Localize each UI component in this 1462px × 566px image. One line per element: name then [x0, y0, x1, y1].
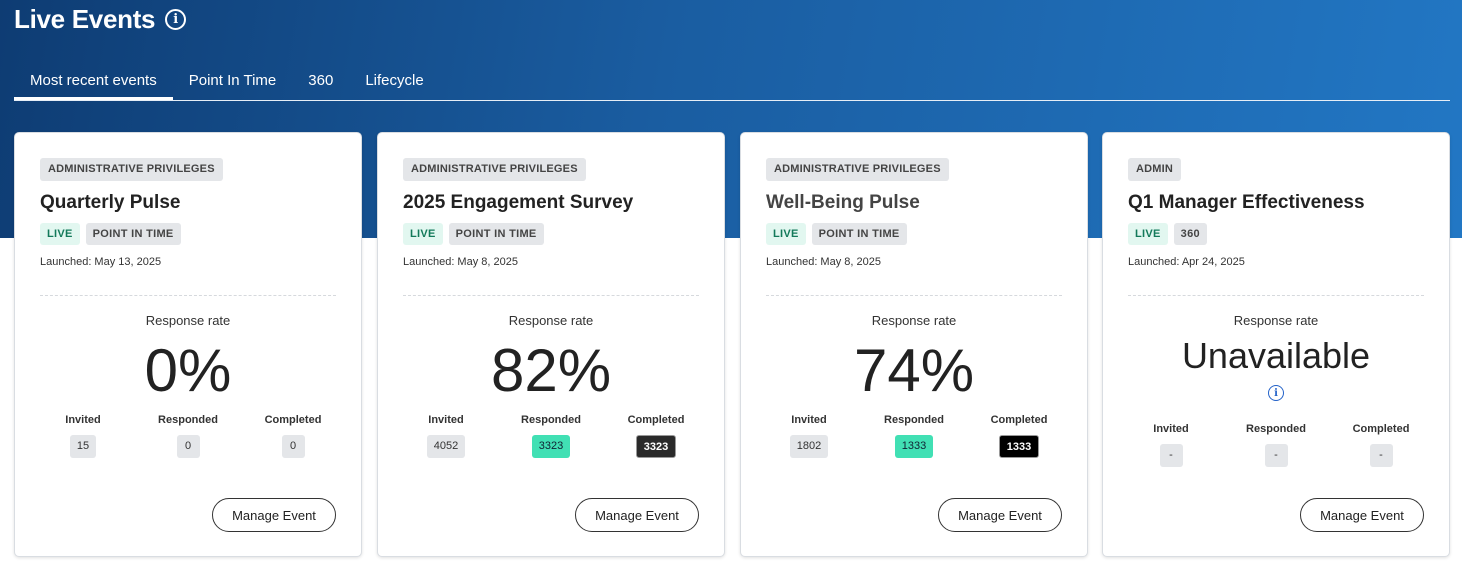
- page-header: Live Events i: [14, 4, 187, 35]
- response-rate-label: Response rate: [871, 313, 957, 328]
- event-card: ADMINISTRATIVE PRIVILEGES Quarterly Puls…: [14, 132, 362, 557]
- event-tabs: Most recent events Point In Time 360 Lif…: [14, 64, 1450, 101]
- invited-count: 1802: [789, 435, 829, 458]
- stat-label: Completed: [990, 414, 1048, 426]
- event-type-badge: 360: [1173, 223, 1207, 245]
- privilege-badge: ADMINISTRATIVE PRIVILEGES: [766, 158, 949, 181]
- event-tags: LIVE POINT IN TIME: [40, 223, 181, 245]
- stat-label: Invited: [1153, 423, 1189, 435]
- event-tags: LIVE POINT IN TIME: [403, 223, 544, 245]
- event-title: 2025 Engagement Survey: [403, 192, 634, 213]
- launch-date: Launched: May 13, 2025: [40, 256, 162, 268]
- stat-completed: Completed 0: [243, 414, 343, 458]
- stat-invited: Invited -: [1121, 423, 1221, 467]
- completed-count: 1333: [998, 435, 1040, 458]
- responded-count: -: [1264, 444, 1288, 467]
- stat-completed: Completed 1333: [969, 414, 1069, 458]
- responded-count: 3323: [531, 435, 571, 458]
- status-badge: LIVE: [1128, 223, 1168, 245]
- completed-count: -: [1369, 444, 1393, 467]
- invited-count: 4052: [426, 435, 466, 458]
- stat-responded: Responded 1333: [864, 414, 964, 458]
- responded-count: 0: [176, 435, 200, 458]
- response-rate-value: 74%: [853, 337, 975, 404]
- stat-label: Invited: [65, 414, 101, 426]
- manage-event-button[interactable]: Manage Event: [212, 498, 336, 532]
- status-badge: LIVE: [766, 223, 806, 245]
- stats-row: Invited 4052 Responded 3323 Completed 33…: [396, 414, 706, 458]
- stat-invited: Invited 4052: [396, 414, 496, 458]
- stat-invited: Invited 15: [33, 414, 133, 458]
- event-type-badge: POINT IN TIME: [811, 223, 907, 245]
- info-icon[interactable]: i: [165, 9, 187, 30]
- launch-date: Launched: May 8, 2025: [403, 256, 518, 268]
- privilege-badge: ADMINISTRATIVE PRIVILEGES: [403, 158, 586, 181]
- stat-responded: Responded -: [1226, 423, 1326, 467]
- stat-label: Responded: [521, 414, 581, 426]
- stat-completed: Completed -: [1331, 423, 1431, 467]
- manage-event-button[interactable]: Manage Event: [575, 498, 699, 532]
- stats-row: Invited 15 Responded 0 Completed 0: [33, 414, 343, 458]
- status-badge: LIVE: [40, 223, 80, 245]
- response-rate-label: Response rate: [508, 313, 594, 328]
- response-rate-value: 0%: [144, 337, 232, 404]
- tab-most-recent-events[interactable]: Most recent events: [14, 64, 173, 100]
- response-rate-value: Unavailable: [1181, 335, 1371, 376]
- stat-label: Responded: [1246, 423, 1306, 435]
- divider: [403, 295, 699, 296]
- completed-count: 3323: [635, 435, 677, 458]
- completed-count: 0: [281, 435, 305, 458]
- event-title: Quarterly Pulse: [40, 192, 181, 213]
- event-title: Q1 Manager Effectiveness: [1128, 192, 1365, 213]
- event-type-badge: POINT IN TIME: [85, 223, 181, 245]
- stat-label: Responded: [158, 414, 218, 426]
- invited-count: -: [1159, 444, 1183, 467]
- stat-invited: Invited 1802: [759, 414, 859, 458]
- event-type-badge: POINT IN TIME: [448, 223, 544, 245]
- divider: [766, 295, 1062, 296]
- event-card: ADMINISTRATIVE PRIVILEGES Well-Being Pul…: [740, 132, 1088, 557]
- launch-date: Launched: May 8, 2025: [766, 256, 881, 268]
- stat-label: Completed: [627, 414, 685, 426]
- tab-360[interactable]: 360: [308, 72, 334, 89]
- privilege-badge: ADMIN: [1128, 158, 1182, 181]
- stat-label: Completed: [264, 414, 322, 426]
- response-rate-label: Response rate: [1233, 313, 1319, 328]
- response-rate-label: Response rate: [145, 313, 231, 328]
- invited-count: 15: [69, 435, 97, 458]
- launch-date: Launched: Apr 24, 2025: [1128, 256, 1245, 268]
- privilege-badge: ADMINISTRATIVE PRIVILEGES: [40, 158, 223, 181]
- responded-count: 1333: [894, 435, 934, 458]
- page-title: Live Events: [14, 4, 156, 34]
- event-card: ADMINISTRATIVE PRIVILEGES 2025 Engagemen…: [377, 132, 725, 557]
- divider: [40, 295, 336, 296]
- status-badge: LIVE: [403, 223, 443, 245]
- response-rate-value: 82%: [490, 337, 612, 404]
- event-tags: LIVE 360: [1128, 223, 1207, 245]
- stat-completed: Completed 3323: [606, 414, 706, 458]
- tab-point-in-time[interactable]: Point In Time: [188, 72, 277, 89]
- stat-label: Invited: [428, 414, 464, 426]
- stat-label: Completed: [1352, 423, 1410, 435]
- stats-row: Invited 1802 Responded 1333 Completed 13…: [759, 414, 1069, 458]
- divider: [1128, 295, 1424, 296]
- manage-event-button[interactable]: Manage Event: [1300, 498, 1424, 532]
- stat-responded: Responded 0: [138, 414, 238, 458]
- event-card: ADMIN Q1 Manager Effectiveness LIVE 360 …: [1102, 132, 1450, 557]
- stat-label: Invited: [791, 414, 827, 426]
- tab-lifecycle[interactable]: Lifecycle: [365, 72, 424, 89]
- stat-responded: Responded 3323: [501, 414, 601, 458]
- manage-event-button[interactable]: Manage Event: [938, 498, 1062, 532]
- stat-label: Responded: [884, 414, 944, 426]
- info-icon[interactable]: i: [1268, 385, 1284, 401]
- stats-row: Invited - Responded - Completed -: [1121, 423, 1431, 467]
- event-title: Well-Being Pulse: [766, 192, 920, 213]
- event-tags: LIVE POINT IN TIME: [766, 223, 907, 245]
